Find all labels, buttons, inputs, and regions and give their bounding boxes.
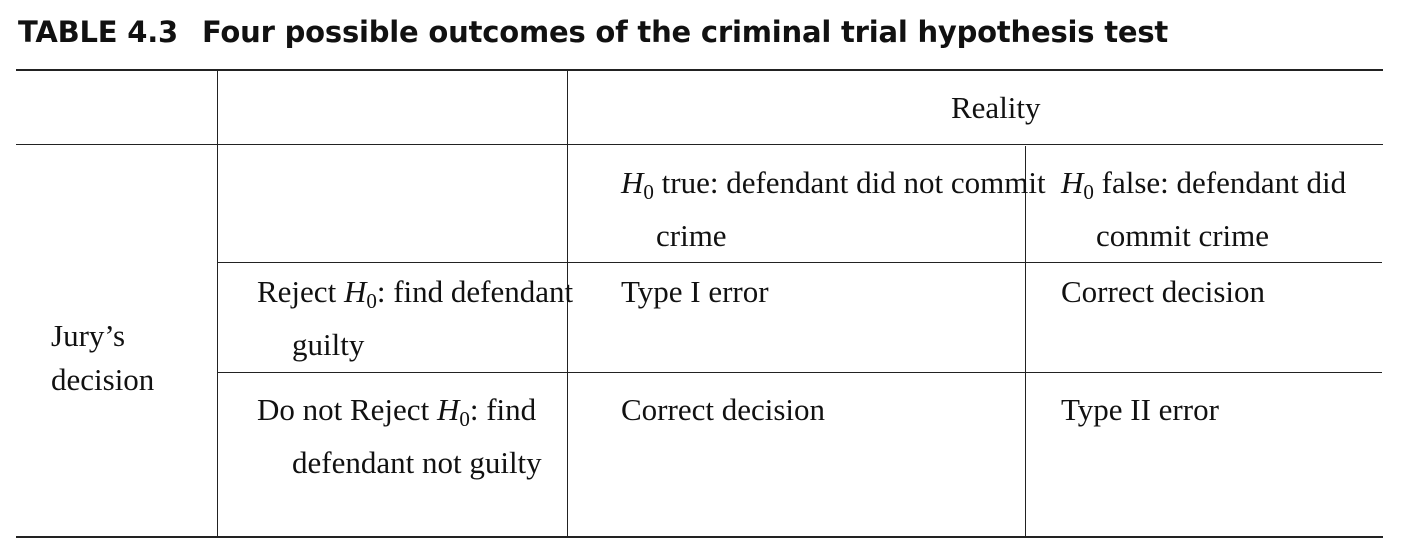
h0-subscript: 0	[459, 407, 470, 431]
rule-bottom	[16, 536, 1383, 538]
row-label-suffix: : find defendant not guilty	[292, 392, 542, 480]
rule-top	[16, 69, 1383, 71]
table-title: Four possible outcomes of the criminal t…	[202, 15, 1169, 49]
row-label-do-not-reject: Do not Reject H0: find defendant not gui…	[257, 388, 582, 485]
cell-do-not-reject-h0-false: Type II error	[1061, 392, 1219, 427]
column-header-h0-true: H0 true: defendant did not commit crime	[621, 161, 1046, 258]
h0-symbol: H	[436, 392, 460, 427]
cell-reject-h0-true: Type I error	[621, 274, 769, 309]
cell-reject-h0-false: Correct decision	[1061, 274, 1266, 309]
cell-do-not-reject-h0-true: Correct decision	[621, 392, 826, 427]
h0-symbol: H	[1061, 165, 1084, 200]
column-header-h0-true-text: true: defendant did not commit crime	[653, 165, 1046, 253]
rule-left-divider	[217, 70, 218, 537]
h0-symbol: H	[343, 274, 367, 309]
rule-between-rows	[218, 372, 1382, 373]
table-caption: TABLE 4.3 Four possible outcomes of the c…	[18, 12, 1168, 52]
row-label-suffix: : find defendant guilty	[292, 274, 574, 362]
h0-subscript: 0	[366, 289, 377, 313]
reality-header: Reality	[951, 90, 1041, 125]
h0-subscript: 0	[1083, 180, 1094, 204]
row-label-prefix: Do not Reject	[257, 392, 437, 427]
rule-right-divider	[1025, 146, 1026, 537]
row-group-label: Jury’s decision	[51, 318, 155, 397]
rule-under-columns	[218, 262, 1382, 263]
row-label-prefix: Reject	[257, 274, 344, 309]
rule-middle-divider	[567, 70, 568, 537]
column-header-h0-false: H0 false: defendant did commit crime	[1061, 161, 1402, 258]
row-label-reject: Reject H0: find defendant guilty	[257, 270, 582, 367]
h0-subscript: 0	[643, 180, 654, 204]
column-header-h0-false-text: false: defendant did commit crime	[1093, 165, 1347, 253]
table-label: TABLE 4.3	[18, 15, 179, 49]
rule-under-reality	[16, 144, 1383, 145]
h0-symbol: H	[621, 165, 644, 200]
